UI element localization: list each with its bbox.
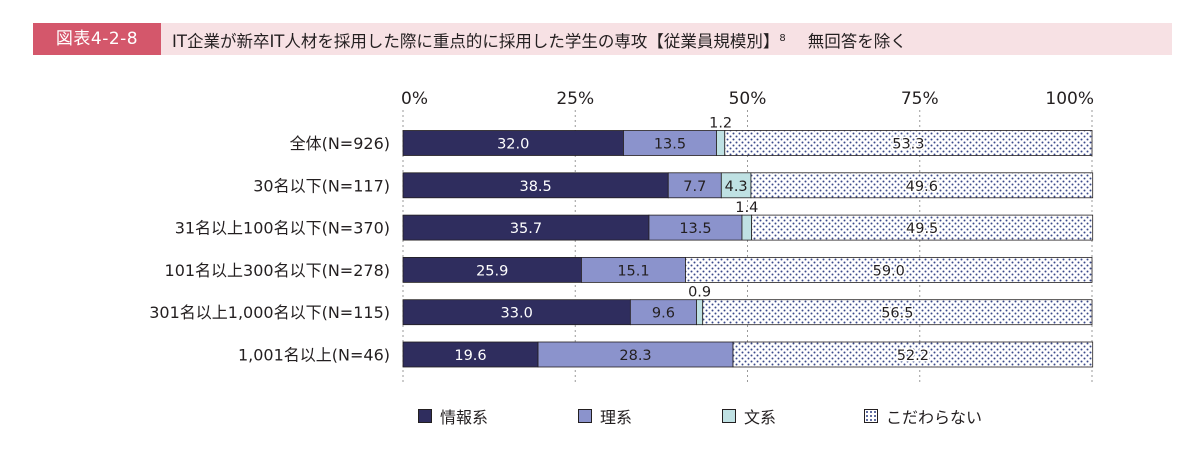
bar-none bbox=[732, 341, 1094, 368]
data-label-none: 52.2 bbox=[897, 348, 929, 364]
tick-label-100: 100% bbox=[1045, 89, 1094, 109]
data-label-info: 32.0 bbox=[497, 137, 529, 153]
legend-label-info: 情報系 bbox=[440, 408, 489, 427]
bar-science bbox=[667, 172, 722, 199]
legend-swatch-humanities bbox=[722, 409, 736, 423]
bar-info bbox=[402, 256, 582, 283]
bar-info bbox=[402, 172, 669, 199]
tick-labels: 0% 25% 50% 75% 100% bbox=[401, 89, 1094, 109]
bar-info bbox=[402, 299, 631, 326]
bar-humanities bbox=[696, 299, 704, 326]
legend-item-science: 理系 bbox=[578, 404, 632, 428]
bar-science bbox=[629, 299, 697, 326]
legend-swatch-none bbox=[864, 409, 878, 423]
data-label-science: 7.7 bbox=[683, 179, 706, 195]
category-label: 101名以上300名以下(N=278) bbox=[165, 261, 390, 280]
bar-science bbox=[537, 341, 734, 368]
bar-humanities bbox=[716, 130, 726, 156]
data-label-humanities: 1.4 bbox=[735, 200, 758, 216]
category-label: 全体(N=926) bbox=[290, 134, 390, 153]
data-label-none: 59.0 bbox=[873, 263, 905, 279]
legend-label-none: こだわらない bbox=[886, 408, 983, 427]
footnote-mark: 8 bbox=[779, 33, 786, 44]
legend-item-none: こだわらない bbox=[864, 404, 982, 428]
legend-label-humanities: 文系 bbox=[744, 408, 777, 427]
category-label: 30名以下(N=117) bbox=[253, 176, 390, 195]
data-label-none: 49.5 bbox=[906, 221, 938, 237]
figure-note: 無回答を除く bbox=[807, 32, 907, 51]
bar-info bbox=[402, 214, 650, 241]
tick-label-75: 75% bbox=[901, 89, 939, 109]
data-label-info: 38.5 bbox=[519, 179, 551, 195]
bar-humanities bbox=[720, 172, 752, 199]
data-label-humanities: 4.3 bbox=[725, 179, 748, 195]
bar-none bbox=[685, 256, 1093, 283]
category-label: 1,001名以上(N=46) bbox=[238, 346, 390, 365]
tick-label-0: 0% bbox=[401, 89, 428, 109]
header-bar bbox=[33, 23, 1172, 55]
bar-science bbox=[623, 130, 717, 156]
tick-label-25: 25% bbox=[556, 89, 594, 109]
bar-none bbox=[750, 172, 1094, 199]
legend-swatch-science bbox=[578, 409, 592, 423]
legend-item-humanities: 文系 bbox=[722, 404, 776, 428]
data-label-humanities: 0.9 bbox=[688, 285, 711, 301]
legend-label-science: 理系 bbox=[600, 408, 633, 427]
bars bbox=[402, 130, 1094, 368]
category-label: 31名以上100名以下(N=370) bbox=[175, 219, 390, 238]
data-label-none: 49.6 bbox=[906, 179, 938, 195]
bar-none bbox=[724, 130, 1093, 156]
data-label-humanities: 1.2 bbox=[709, 116, 732, 132]
figure-label: 図表4-2-8 bbox=[33, 23, 161, 55]
data-label-science: 13.5 bbox=[654, 137, 686, 153]
data-label-science: 9.6 bbox=[652, 306, 675, 322]
legend-item-info: 情報系 bbox=[418, 404, 488, 428]
tick-label-50: 50% bbox=[729, 89, 767, 109]
data-label-info: 19.6 bbox=[454, 348, 486, 364]
bar-humanities bbox=[741, 214, 753, 241]
category-labels: 全体(N=926) 30名以下(N=117) 31名以上100名以下(N=370) 1… bbox=[149, 134, 390, 365]
bar-none bbox=[702, 299, 1093, 326]
figure-title: IT企業が新卒IT人材を採用した際に重点的に採用した学生の専攻【従業員規模別】8… bbox=[172, 23, 907, 55]
bar-none bbox=[751, 214, 1094, 241]
data-label-info: 25.9 bbox=[476, 263, 508, 279]
data-label-none: 53.3 bbox=[892, 137, 924, 153]
legend-swatch-info bbox=[418, 409, 432, 423]
data-labels: 32.0 13.5 1.2 53.3 38.5 7.7 4.3 49.6 35.7 13.5 1.4… bbox=[454, 116, 939, 366]
bar-info bbox=[402, 341, 539, 368]
data-label-info: 33.0 bbox=[501, 306, 533, 322]
data-label-science: 15.1 bbox=[617, 263, 649, 279]
data-label-info: 35.7 bbox=[510, 221, 542, 237]
data-label-science: 13.5 bbox=[679, 221, 711, 237]
category-label: 301名以上1,000名以下(N=115) bbox=[149, 303, 390, 322]
figure-title-text: IT企業が新卒IT人材を採用した際に重点的に採用した学生の専攻【従業員規模別】 bbox=[172, 32, 780, 51]
bar-science bbox=[648, 214, 743, 241]
data-label-none: 56.5 bbox=[881, 306, 913, 322]
bar-science bbox=[581, 256, 686, 283]
data-label-science: 28.3 bbox=[619, 348, 651, 364]
